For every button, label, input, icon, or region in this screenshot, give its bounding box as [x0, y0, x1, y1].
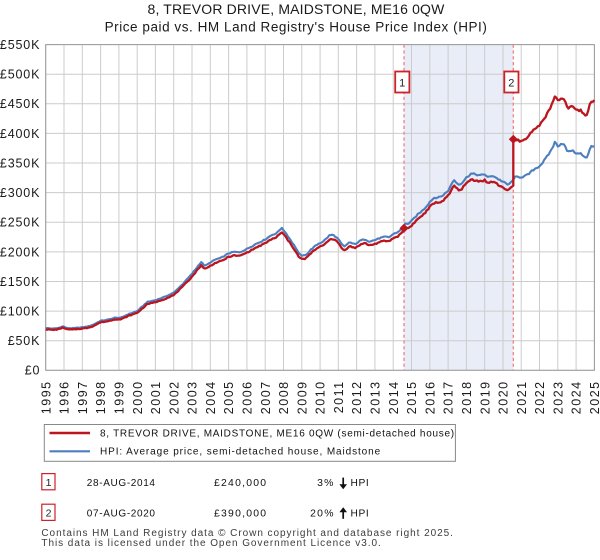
svg-text:Contains HM Land Registry data: Contains HM Land Registry data © Crown c…: [41, 528, 453, 539]
svg-text:This data is licensed under th: This data is licensed under the Open Gov…: [41, 538, 381, 549]
svg-text:HPI: Average price, semi-detac: HPI: Average price, semi-detached house,…: [100, 447, 381, 458]
svg-text:£0: £0: [25, 364, 41, 378]
svg-text:2011: 2011: [332, 380, 346, 413]
svg-text:2014: 2014: [387, 380, 401, 414]
svg-text:Price paid vs. HM Land Registr: Price paid vs. HM Land Registry's House …: [105, 19, 488, 34]
svg-text:8, TREVOR DRIVE, MAIDSTONE, ME: 8, TREVOR DRIVE, MAIDSTONE, ME16 0QW (se…: [100, 428, 455, 439]
svg-text:£100K: £100K: [0, 305, 40, 319]
svg-text:2013: 2013: [369, 380, 383, 414]
svg-text:1998: 1998: [94, 380, 108, 414]
svg-text:£390,000: £390,000: [214, 509, 267, 520]
svg-text:£300K: £300K: [0, 186, 40, 200]
svg-text:1: 1: [46, 477, 52, 489]
svg-text:1995: 1995: [39, 380, 53, 414]
svg-text:1999: 1999: [113, 380, 127, 414]
svg-text:2002: 2002: [167, 380, 181, 414]
svg-text:2019: 2019: [478, 380, 492, 414]
svg-text:20%: 20%: [310, 509, 335, 520]
svg-text:2017: 2017: [442, 380, 456, 414]
svg-text:£240,000: £240,000: [214, 478, 267, 489]
svg-text:£550K: £550K: [0, 38, 40, 52]
svg-text:£50K: £50K: [8, 334, 41, 348]
svg-text:2021: 2021: [515, 380, 529, 414]
svg-text:£200K: £200K: [0, 245, 40, 259]
svg-text:2009: 2009: [295, 380, 309, 414]
svg-text:£500K: £500K: [0, 68, 40, 82]
svg-text:2006: 2006: [241, 380, 255, 414]
svg-text:£350K: £350K: [0, 156, 40, 170]
svg-text:2008: 2008: [277, 380, 291, 414]
svg-text:1996: 1996: [58, 380, 72, 414]
svg-text:2016: 2016: [423, 380, 437, 414]
svg-text:2003: 2003: [186, 380, 200, 414]
svg-text:2: 2: [508, 77, 514, 89]
svg-text:2022: 2022: [533, 380, 547, 414]
svg-text:2000: 2000: [131, 380, 145, 414]
svg-text:2015: 2015: [405, 380, 419, 414]
svg-text:2005: 2005: [222, 380, 236, 414]
svg-text:2007: 2007: [259, 380, 273, 414]
svg-text:2012: 2012: [350, 380, 364, 414]
svg-text:2020: 2020: [497, 380, 511, 414]
svg-text:2023: 2023: [551, 380, 565, 414]
svg-text:2018: 2018: [460, 380, 474, 414]
svg-text:2: 2: [46, 508, 52, 520]
svg-text:3%: 3%: [317, 478, 335, 489]
svg-text:28-AUG-2014: 28-AUG-2014: [87, 478, 156, 489]
svg-text:2010: 2010: [314, 380, 328, 414]
svg-text:2025: 2025: [588, 380, 600, 414]
svg-text:2024: 2024: [570, 380, 584, 414]
svg-text:1: 1: [399, 77, 405, 89]
svg-text:07-AUG-2020: 07-AUG-2020: [87, 509, 156, 520]
svg-text:HPI: HPI: [351, 478, 370, 489]
svg-text:£450K: £450K: [0, 97, 40, 111]
svg-text:£250K: £250K: [0, 216, 40, 230]
svg-text:£150K: £150K: [0, 275, 40, 289]
svg-text:£400K: £400K: [0, 127, 40, 141]
svg-text:2001: 2001: [149, 380, 163, 414]
svg-text:8, TREVOR DRIVE, MAIDSTONE, ME: 8, TREVOR DRIVE, MAIDSTONE, ME16 0QW: [148, 1, 446, 17]
svg-text:HPI: HPI: [351, 509, 370, 520]
svg-text:1997: 1997: [76, 380, 90, 414]
svg-text:2004: 2004: [204, 380, 218, 414]
